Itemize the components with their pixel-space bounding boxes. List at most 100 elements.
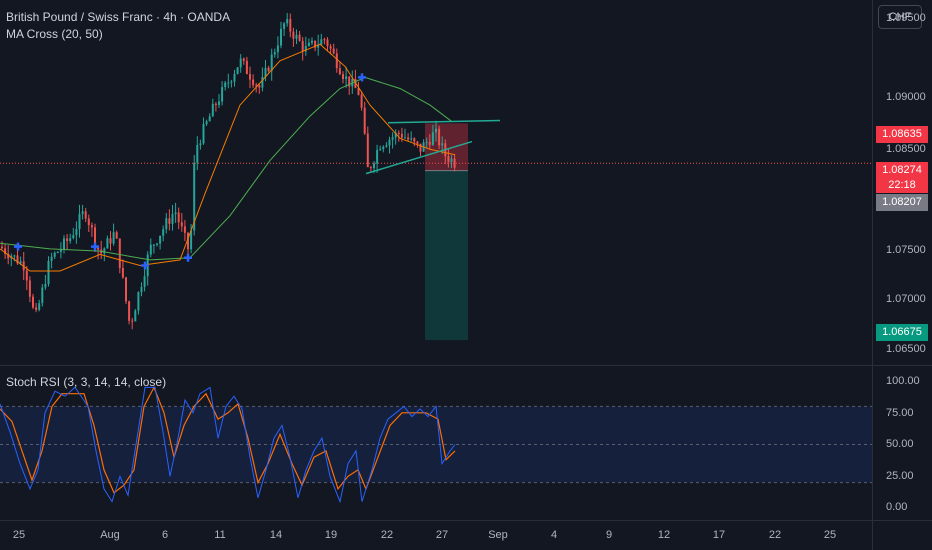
candle-body [196, 144, 199, 163]
time-tick: 11 [214, 529, 226, 541]
candle-body [177, 212, 180, 223]
candle-body [397, 132, 400, 134]
candle-body [431, 132, 434, 145]
candle-body [230, 81, 233, 83]
candle-body [1, 246, 3, 249]
candle-body [193, 162, 196, 231]
candle-body [286, 19, 289, 24]
candle-body [317, 44, 320, 48]
candle-body [379, 149, 382, 151]
candle-body [307, 42, 310, 46]
stoch-d-line [0, 385, 456, 494]
candle-body [245, 60, 248, 75]
candle-body [59, 249, 62, 252]
candle-body [103, 248, 106, 254]
candle-body [320, 39, 323, 45]
candle-body [199, 143, 202, 145]
candle-body [323, 39, 326, 41]
candle-body [56, 251, 59, 253]
candle-body [435, 128, 437, 133]
candle-body [165, 218, 168, 230]
candle-body [382, 146, 385, 150]
candle-body [162, 229, 165, 236]
candle-body [78, 214, 81, 230]
stoch-tick: 75.00 [886, 407, 914, 419]
candle-body [338, 68, 341, 75]
position-zones[interactable] [0, 123, 872, 341]
ma-cross-indicator-label[interactable]: MA Cross (20, 50) [6, 27, 103, 41]
candle-body [4, 248, 7, 254]
candle-body [121, 267, 124, 278]
candle-body [295, 34, 298, 39]
time-tick: 4 [550, 529, 558, 541]
candle-body [258, 85, 261, 88]
candle-body [342, 74, 344, 80]
candle-body [187, 232, 189, 250]
candle-body [221, 87, 224, 102]
candle-body [447, 156, 450, 162]
candle-body [94, 227, 96, 247]
candle-body [137, 292, 140, 311]
candle-body [280, 28, 282, 46]
candle-body [450, 158, 453, 162]
candle-body [171, 214, 174, 224]
stoch-rsi-indicator-label[interactable]: Stoch RSI (3, 3, 14, 14, close) [6, 375, 167, 389]
time-tick: 9 [605, 529, 613, 541]
ma-cross-marker [91, 242, 99, 251]
candle-body [416, 141, 419, 144]
currency-button[interactable]: CHF [878, 5, 922, 29]
candle-body [202, 124, 205, 144]
time-tick: Aug [100, 529, 120, 541]
candle-body [388, 139, 391, 146]
price-tick: 1.09000 [886, 91, 926, 103]
candle-body [410, 138, 413, 140]
time-tick: 17 [712, 529, 726, 541]
candle-body [292, 31, 295, 39]
price-tick: 1.08500 [886, 143, 926, 155]
chart-title[interactable]: British Pound / Swiss Franc · 4h · OANDA [6, 10, 231, 24]
candle-body [168, 218, 171, 224]
candle-body [264, 67, 267, 77]
candle-body [75, 229, 78, 236]
candle-body [311, 40, 313, 43]
candle-body [438, 128, 441, 146]
candle-body [314, 40, 317, 48]
candle-body [84, 211, 87, 219]
time-tick: 6 [161, 529, 169, 541]
candles-layer [1, 12, 456, 330]
candle-body [404, 137, 406, 139]
candle-body [304, 45, 307, 52]
candle-body [252, 79, 255, 86]
candle-body [32, 296, 34, 308]
candle-body [363, 107, 366, 134]
candle-countdown: 22:18 [876, 178, 928, 193]
candle-body [159, 235, 162, 244]
trendline [365, 140, 473, 175]
candle-body [261, 76, 264, 88]
candle-body [425, 141, 428, 143]
candle-body [35, 307, 38, 310]
time-tick: 22 [380, 529, 394, 541]
time-tick: 27 [435, 529, 449, 541]
candle-body [453, 158, 456, 168]
candle-body [373, 163, 375, 169]
candle-body [391, 137, 394, 140]
time-tick: Sep [488, 529, 508, 541]
candle-body [134, 310, 137, 322]
candle-body [441, 143, 444, 146]
candle-body [224, 82, 227, 88]
candle-body [298, 34, 301, 41]
time-tick: 22 [768, 529, 782, 541]
trendline [387, 119, 501, 124]
candle-body [214, 103, 217, 105]
candle-body [208, 116, 211, 122]
trendlines-layer[interactable] [365, 119, 501, 175]
candle-body [218, 101, 220, 105]
candle-body [345, 76, 348, 80]
candle-body [385, 145, 388, 147]
candle-body [289, 19, 292, 32]
candle-body [152, 244, 155, 246]
ma-cross-marker [141, 261, 149, 270]
time-tick: 25 [823, 529, 837, 541]
